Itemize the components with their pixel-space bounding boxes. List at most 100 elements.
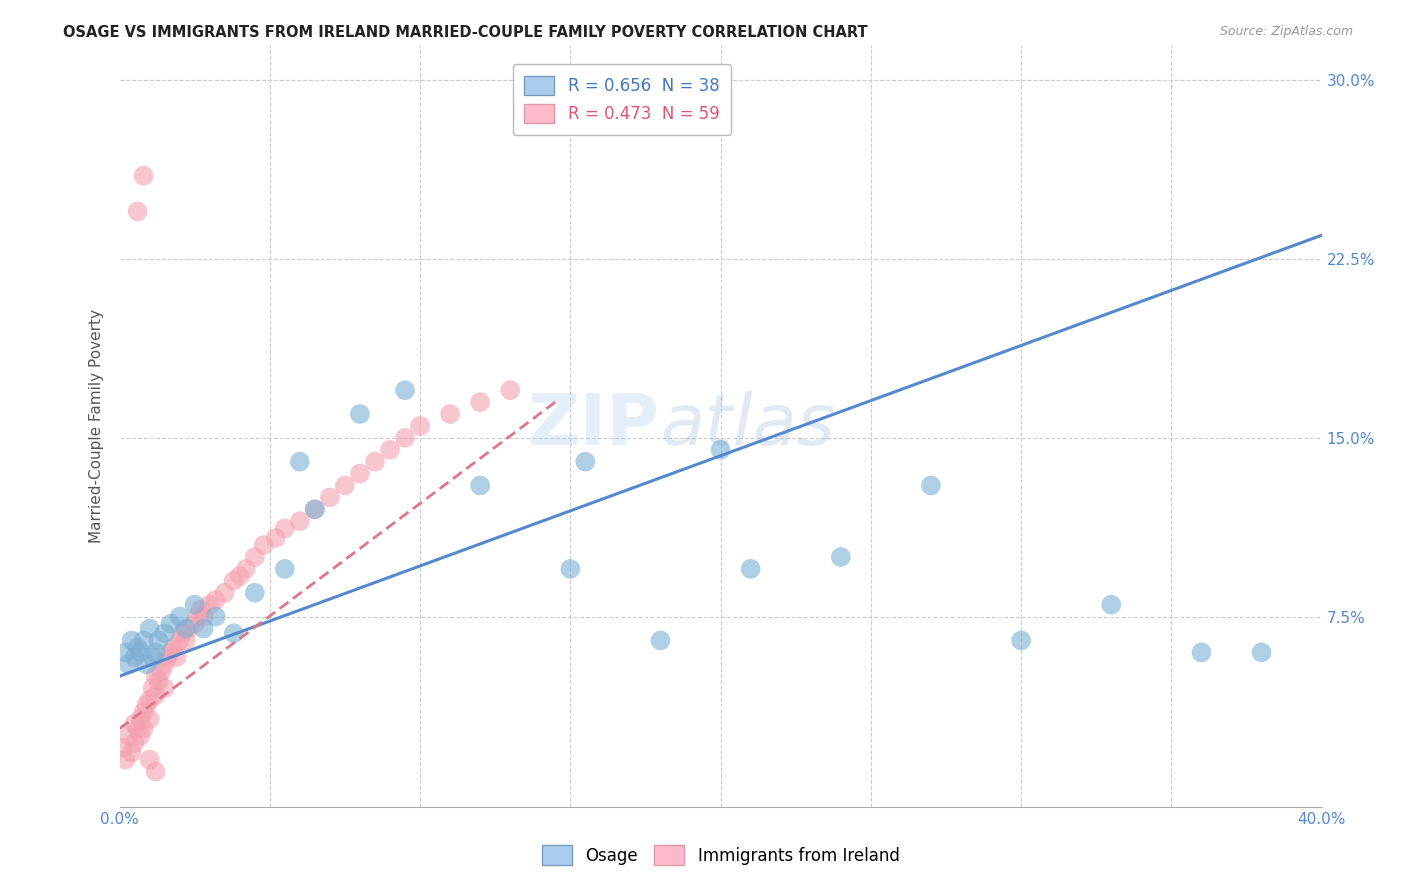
Point bbox=[920, 478, 942, 492]
Point bbox=[145, 764, 167, 779]
Point bbox=[129, 729, 152, 743]
Point bbox=[378, 442, 401, 457]
Point bbox=[162, 640, 184, 655]
Point bbox=[148, 673, 170, 688]
Point bbox=[142, 681, 165, 695]
Point bbox=[138, 753, 160, 767]
Point bbox=[169, 609, 191, 624]
Point bbox=[349, 467, 371, 481]
Point bbox=[187, 609, 209, 624]
Text: ZIP: ZIP bbox=[529, 392, 661, 460]
Point bbox=[264, 531, 287, 545]
Point bbox=[468, 395, 492, 409]
Point bbox=[304, 502, 326, 516]
Point bbox=[174, 622, 197, 636]
Point bbox=[394, 431, 416, 445]
Point bbox=[288, 514, 311, 528]
Point bbox=[319, 491, 342, 505]
Point bbox=[127, 722, 149, 736]
Point bbox=[1250, 645, 1272, 659]
Point bbox=[135, 698, 157, 712]
Point bbox=[499, 383, 522, 397]
Point bbox=[145, 645, 167, 659]
Point bbox=[145, 669, 167, 683]
Point bbox=[243, 549, 266, 564]
Point bbox=[560, 562, 582, 576]
Point bbox=[117, 729, 139, 743]
Point bbox=[204, 609, 226, 624]
Point bbox=[1099, 598, 1122, 612]
Point bbox=[138, 622, 160, 636]
Point bbox=[121, 746, 143, 760]
Point bbox=[138, 712, 160, 726]
Point bbox=[190, 602, 212, 616]
Point bbox=[468, 478, 492, 492]
Y-axis label: Married-Couple Family Poverty: Married-Couple Family Poverty bbox=[89, 309, 104, 543]
Point bbox=[129, 645, 152, 659]
Point bbox=[198, 598, 221, 612]
Point bbox=[204, 593, 226, 607]
Point bbox=[132, 633, 155, 648]
Point bbox=[153, 657, 176, 672]
Point bbox=[740, 562, 762, 576]
Point bbox=[214, 586, 236, 600]
Point bbox=[153, 681, 176, 695]
Point bbox=[235, 562, 257, 576]
Legend: Osage, Immigrants from Ireland: Osage, Immigrants from Ireland bbox=[536, 838, 905, 871]
Point bbox=[121, 633, 143, 648]
Point bbox=[174, 633, 197, 648]
Point bbox=[253, 538, 276, 552]
Point bbox=[153, 626, 176, 640]
Point bbox=[114, 753, 136, 767]
Point bbox=[183, 616, 205, 631]
Point bbox=[222, 626, 245, 640]
Point bbox=[394, 383, 416, 397]
Point bbox=[166, 650, 188, 665]
Point bbox=[243, 586, 266, 600]
Point bbox=[148, 633, 170, 648]
Point bbox=[142, 650, 165, 665]
Point bbox=[138, 693, 160, 707]
Point bbox=[159, 645, 181, 659]
Point bbox=[159, 616, 181, 631]
Point bbox=[129, 712, 152, 726]
Point bbox=[274, 562, 297, 576]
Point bbox=[156, 650, 179, 665]
Point bbox=[409, 419, 432, 434]
Point bbox=[574, 455, 596, 469]
Text: Source: ZipAtlas.com: Source: ZipAtlas.com bbox=[1219, 25, 1353, 38]
Point bbox=[127, 640, 149, 655]
Point bbox=[274, 521, 297, 535]
Point bbox=[177, 622, 200, 636]
Point bbox=[145, 688, 167, 702]
Point bbox=[132, 722, 155, 736]
Point bbox=[117, 657, 139, 672]
Point bbox=[650, 633, 672, 648]
Point bbox=[304, 502, 326, 516]
Point bbox=[132, 169, 155, 183]
Point bbox=[193, 609, 215, 624]
Point bbox=[124, 736, 146, 750]
Point bbox=[124, 650, 146, 665]
Point bbox=[830, 549, 852, 564]
Point bbox=[288, 455, 311, 469]
Point bbox=[709, 442, 731, 457]
Point bbox=[1010, 633, 1032, 648]
Point bbox=[222, 574, 245, 588]
Point bbox=[172, 626, 194, 640]
Point bbox=[439, 407, 461, 421]
Point bbox=[169, 633, 191, 648]
Point bbox=[135, 657, 157, 672]
Text: OSAGE VS IMMIGRANTS FROM IRELAND MARRIED-COUPLE FAMILY POVERTY CORRELATION CHART: OSAGE VS IMMIGRANTS FROM IRELAND MARRIED… bbox=[63, 25, 868, 40]
Text: atlas: atlas bbox=[661, 392, 835, 460]
Point bbox=[150, 665, 173, 679]
Point bbox=[228, 569, 252, 583]
Point bbox=[124, 716, 146, 731]
Point bbox=[132, 705, 155, 719]
Point bbox=[111, 740, 134, 755]
Point bbox=[1189, 645, 1212, 659]
Point bbox=[114, 645, 136, 659]
Point bbox=[183, 598, 205, 612]
Point bbox=[193, 622, 215, 636]
Point bbox=[127, 204, 149, 219]
